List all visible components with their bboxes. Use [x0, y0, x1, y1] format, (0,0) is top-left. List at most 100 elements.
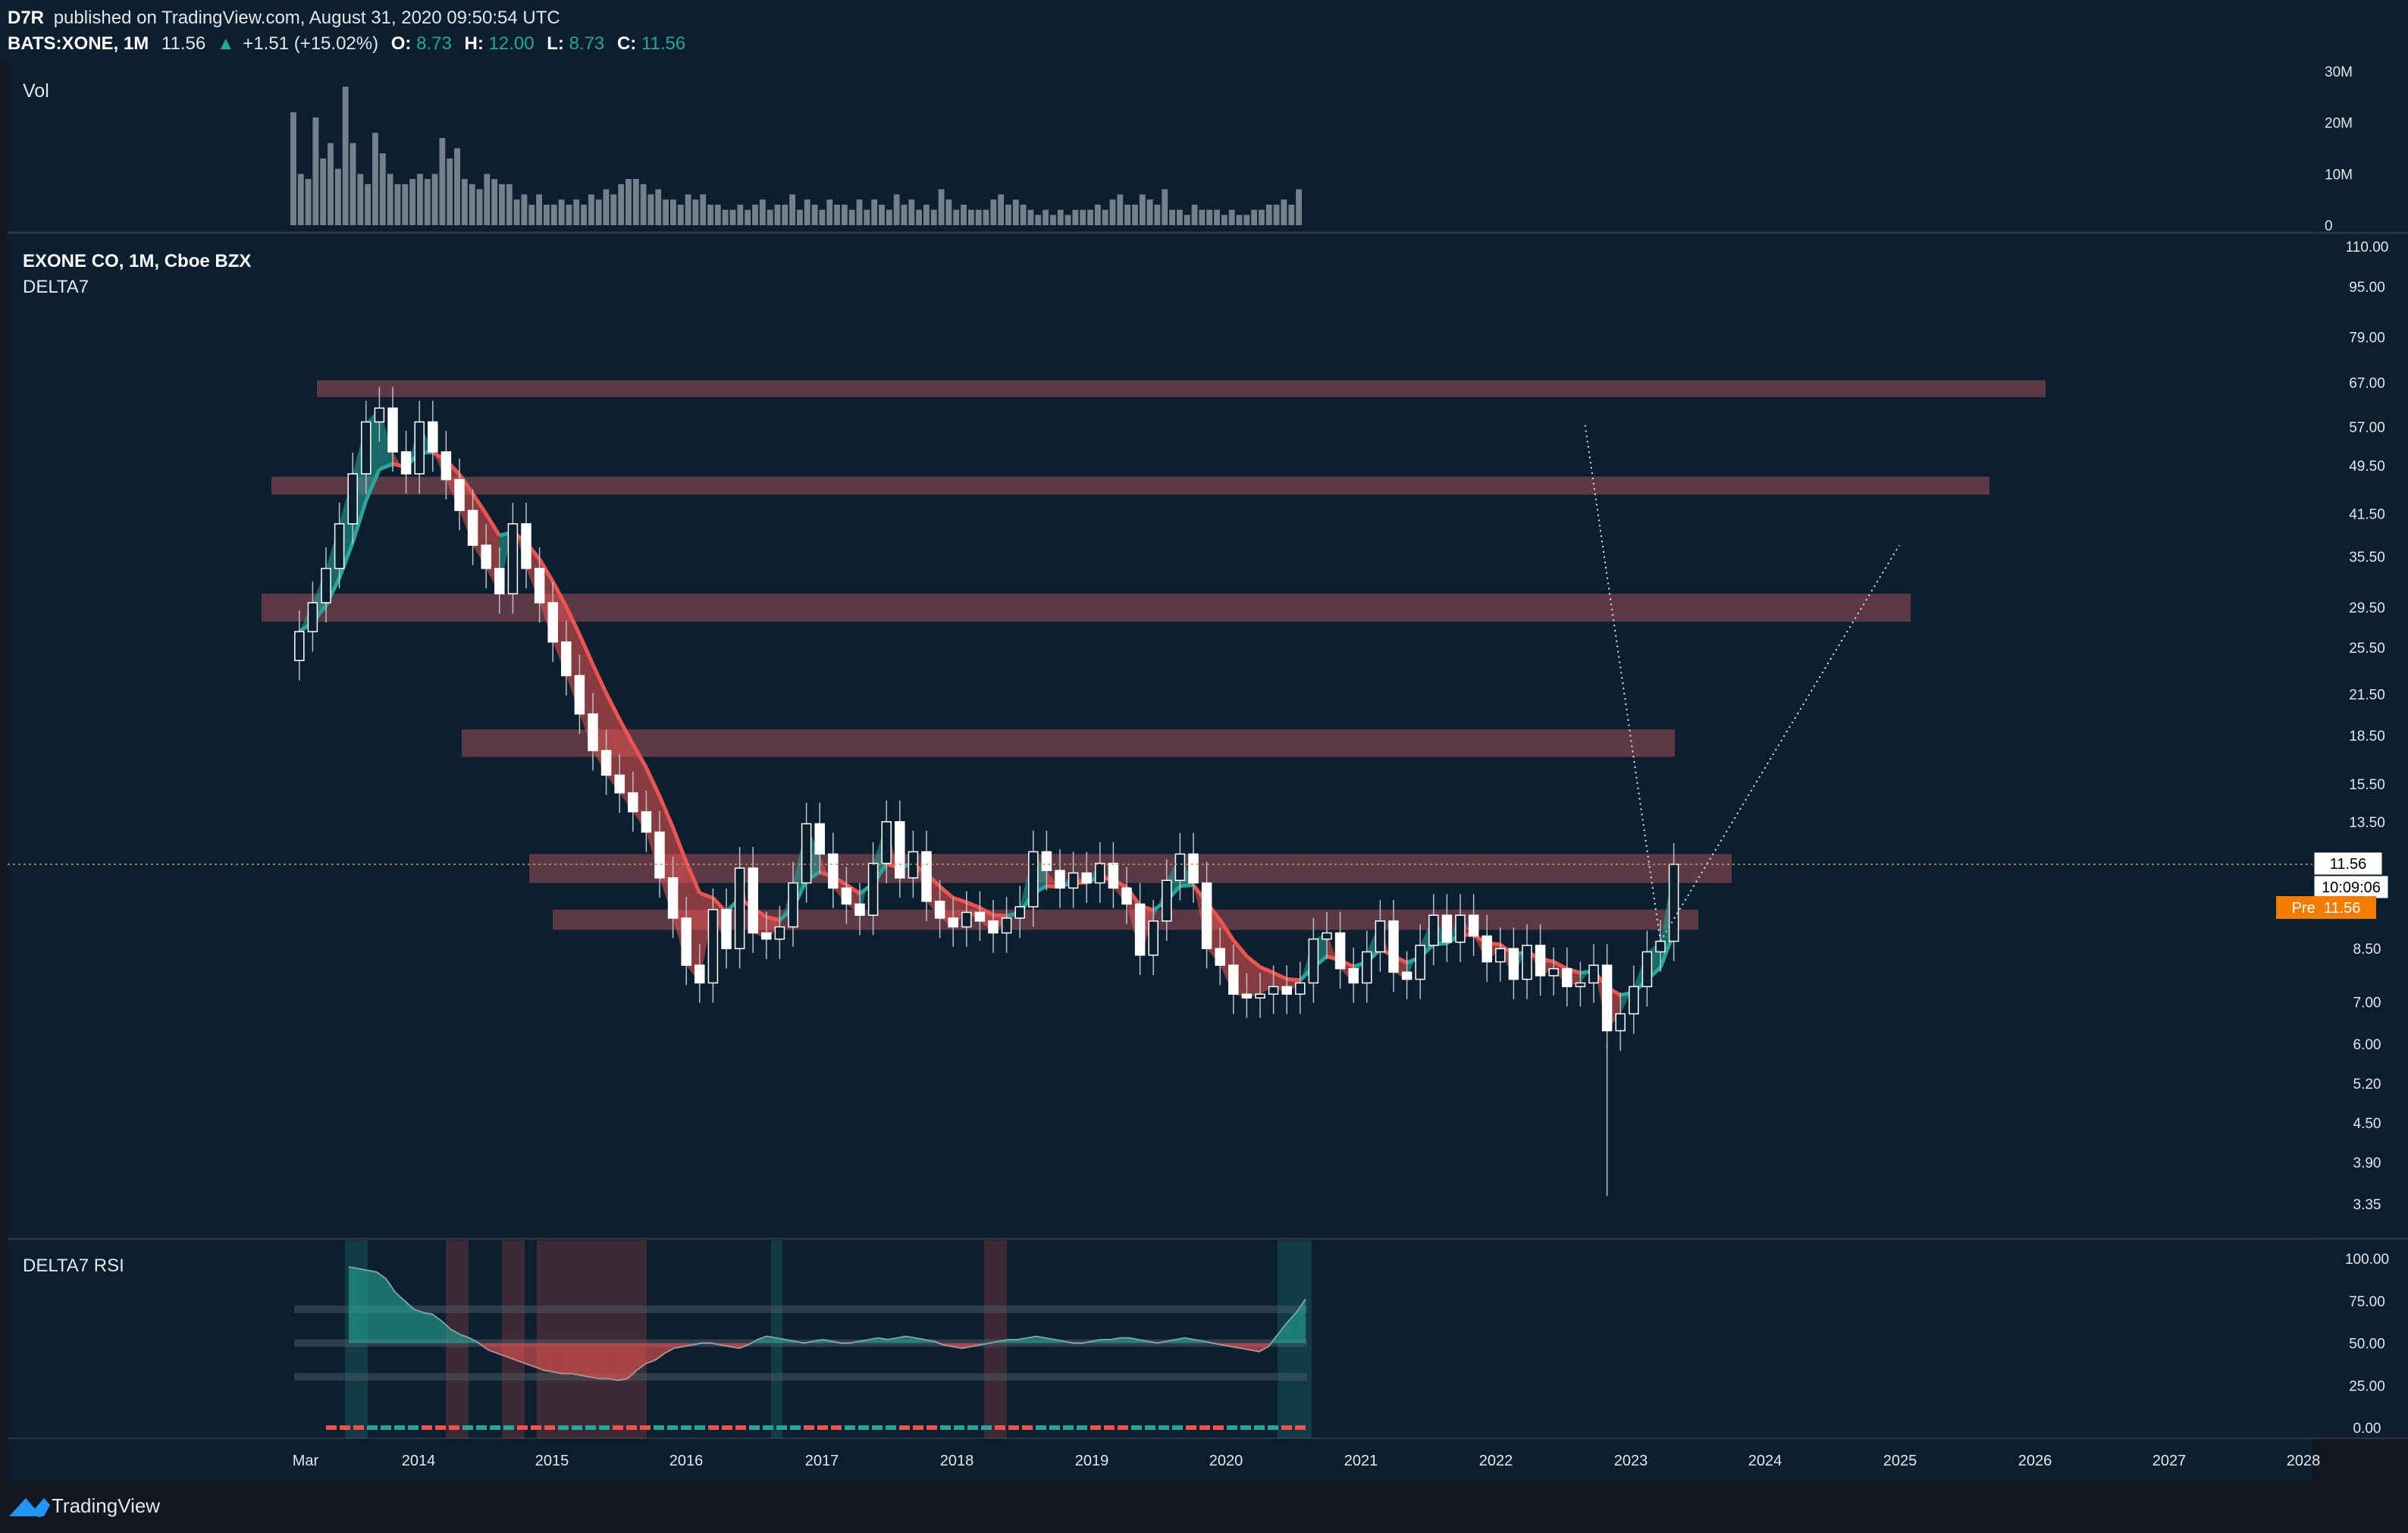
rsi-fill — [757, 1336, 767, 1343]
price-tick-label: 41.50 — [2349, 507, 2385, 523]
volume-bar — [1080, 209, 1086, 225]
candle-body — [1215, 948, 1225, 966]
candle-body — [641, 810, 652, 833]
price-tick-label: 79.00 — [2349, 331, 2385, 346]
candle-body — [867, 862, 879, 916]
rsi-tick-label: 25.00 — [2349, 1378, 2385, 1394]
band-line — [1245, 955, 1262, 969]
price-tick-label: 49.50 — [2349, 459, 2385, 475]
candle-body — [347, 473, 358, 525]
volume-bar — [923, 204, 930, 225]
rsi-fill — [859, 1340, 870, 1343]
volume-bar — [1169, 209, 1175, 225]
time-tick-label: 2017 — [805, 1453, 839, 1469]
rsi-fill — [395, 1292, 405, 1343]
volume-bar — [1139, 194, 1146, 225]
header-background — [0, 0, 2408, 61]
volume-bar — [714, 204, 721, 225]
candle-body — [654, 831, 665, 879]
time-tick-label: 2024 — [1748, 1453, 1782, 1469]
rsi-fill — [887, 1337, 897, 1343]
candle-body — [1428, 914, 1439, 946]
rsi-fill — [1027, 1336, 1036, 1343]
volume-bar — [1265, 204, 1272, 225]
price-tick-label: 8.50 — [2353, 942, 2381, 958]
volume-bars — [290, 86, 1302, 225]
candle-body — [374, 407, 385, 423]
rsi-signal — [845, 1425, 855, 1430]
band-segment — [1527, 945, 1541, 976]
band-line — [350, 500, 368, 544]
volume-bar — [550, 204, 557, 225]
rsi-fill — [1221, 1343, 1231, 1346]
symbol-label[interactable]: BATS:XONE, 1M — [8, 33, 149, 54]
volume-bar — [685, 194, 691, 225]
volume-bar — [290, 112, 296, 225]
volume-bar — [1273, 204, 1280, 225]
rsi-fill — [952, 1343, 962, 1349]
candle-body — [387, 407, 398, 453]
volume-bar — [1027, 209, 1034, 225]
time-axis[interactable] — [8, 1438, 2312, 1480]
rsi-level-band — [294, 1305, 1307, 1313]
volume-bar — [737, 204, 744, 225]
rsi-signal — [940, 1425, 951, 1430]
rsi-signal — [1131, 1425, 1142, 1430]
rsi-signal — [381, 1425, 391, 1430]
volume-bar — [357, 174, 364, 225]
tradingview-logo-icon[interactable] — [9, 1498, 50, 1517]
band-line — [618, 718, 635, 745]
candle-body — [854, 903, 865, 916]
h-label: H: — [465, 33, 484, 54]
price-tick-label: 3.35 — [2353, 1197, 2381, 1213]
rsi-fill — [924, 1340, 934, 1343]
rsi-signal — [1281, 1425, 1292, 1430]
rsi-label[interactable]: DELTA7 RSI — [23, 1256, 124, 1276]
band-line — [538, 558, 555, 583]
volume-bar — [491, 179, 498, 225]
candle-body — [1162, 879, 1172, 922]
footer — [0, 1480, 2408, 1533]
main-indicator-label[interactable]: DELTA7 — [23, 277, 89, 297]
rsi-signal — [749, 1425, 760, 1430]
band-line — [604, 692, 622, 721]
rsi-fill — [609, 1343, 619, 1381]
rsi-signal — [995, 1425, 1005, 1430]
candle-body — [801, 823, 812, 884]
candles — [294, 387, 1679, 1196]
rsi-fill — [804, 1341, 814, 1343]
price-axis[interactable] — [2312, 61, 2408, 1438]
main-title[interactable]: EXONE CO, 1M, Cboe BZX — [23, 251, 251, 271]
volume-bar — [655, 189, 662, 225]
candle-body — [361, 421, 372, 475]
rsi-fill — [896, 1336, 907, 1343]
volume-bar — [618, 183, 625, 225]
rsi-signal — [981, 1425, 992, 1430]
candle-body — [1134, 903, 1146, 956]
rsi-signal — [503, 1425, 514, 1430]
rsi-fill — [683, 1343, 693, 1346]
rsi-signal — [394, 1425, 405, 1430]
candle-body — [734, 867, 745, 949]
candle-body — [1295, 982, 1306, 995]
rsi-fill — [1212, 1343, 1222, 1345]
rsi-fill — [729, 1343, 739, 1349]
candle-body — [414, 421, 425, 475]
rsi-signal — [1227, 1425, 1237, 1430]
volume-label[interactable]: Vol — [23, 80, 49, 102]
rsi-fill — [432, 1314, 442, 1343]
publisher-name[interactable]: D7R — [8, 8, 44, 28]
candle-body — [1188, 853, 1199, 884]
price-tick-label: 110.00 — [2346, 240, 2389, 256]
band-line — [578, 633, 595, 666]
rsi-signal — [913, 1425, 923, 1430]
l-label: L: — [547, 33, 564, 54]
band-segment — [1327, 933, 1340, 969]
volume-bar — [409, 179, 415, 225]
candle-body — [1522, 945, 1532, 980]
rsi-fill — [469, 1337, 479, 1343]
footer-brand[interactable]: TradingView — [52, 1494, 160, 1517]
time-tick-label: 2022 — [1479, 1453, 1513, 1469]
candle-body — [1348, 967, 1359, 984]
band-line — [1218, 919, 1235, 942]
